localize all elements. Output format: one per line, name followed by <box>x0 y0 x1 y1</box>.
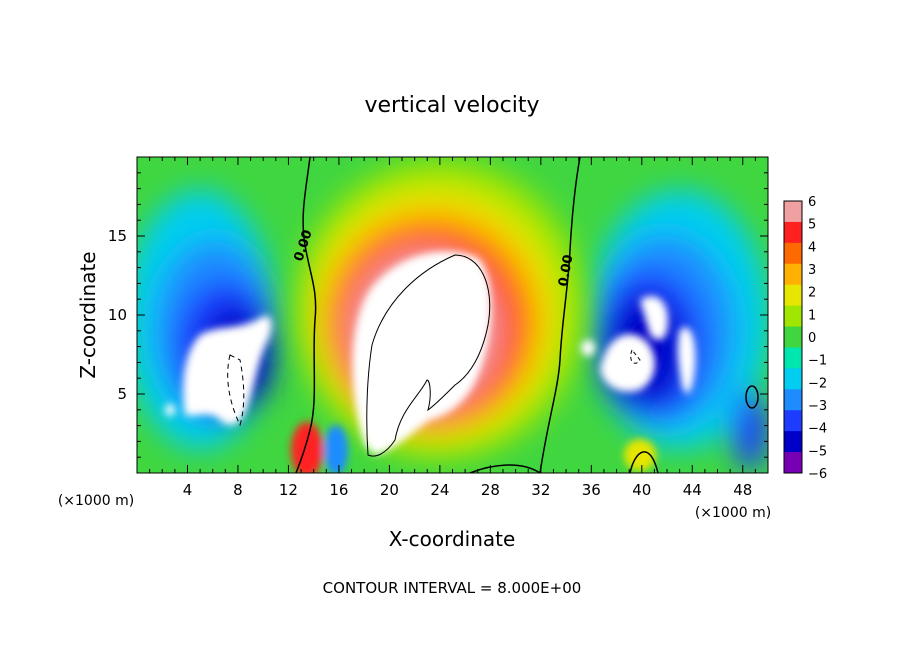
x-tick-label: 32 <box>531 481 550 499</box>
colorbar-tick-label: −3 <box>808 399 827 414</box>
colorbar-tick-label: 3 <box>808 263 816 278</box>
colorbar-swatch <box>784 368 802 390</box>
y-tick-label: 15 <box>108 227 127 245</box>
colorbar-swatch <box>784 201 802 223</box>
colorbar-tick-label: −4 <box>808 422 827 437</box>
colorbar-tick-label: 0 <box>808 331 816 346</box>
colorbar-swatch <box>784 347 802 369</box>
colorbar-tick-label: 4 <box>808 240 816 255</box>
x-unit-label-left: (×1000 m) <box>58 493 134 509</box>
colorbar-tick-label: −6 <box>808 467 827 482</box>
x-tick-label: 4 <box>183 481 193 499</box>
y-axis-label: Z-coordinate <box>76 251 100 378</box>
zero-contour-left <box>295 157 317 473</box>
negative-contour-right <box>630 349 641 364</box>
colorbar-swatch <box>784 326 802 348</box>
colorbar-swatch <box>784 242 802 265</box>
colorbar-tick-label: 2 <box>808 286 816 301</box>
colorbar-swatch <box>784 284 802 307</box>
x-tick-label: 12 <box>279 481 298 499</box>
heatmap-field: 0.00 0.00 <box>137 157 768 473</box>
colorbar-tick-label: 5 <box>808 218 816 233</box>
x-tick-label: 36 <box>582 481 601 499</box>
colorbar-swatch <box>784 452 802 474</box>
y-tick-label: 10 <box>108 306 127 324</box>
x-tick-label: 44 <box>683 481 702 499</box>
bottom-contour-center <box>469 464 541 473</box>
colorbar-swatch <box>784 410 802 432</box>
contour-lines <box>227 157 759 473</box>
negative-contour-left <box>227 354 245 427</box>
x-unit-label-right: (×1000 m) <box>695 505 771 521</box>
colorbar-tick-label: 1 <box>808 308 816 323</box>
contour-label-right: 0.00 <box>556 253 576 287</box>
low-level-features <box>291 422 656 473</box>
y-tick-label: 5 <box>117 385 127 403</box>
saturated-regions <box>165 251 696 455</box>
zero-contour-right <box>539 157 581 473</box>
x-tick-label: 16 <box>329 481 348 499</box>
x-tick-label: 40 <box>632 481 651 499</box>
colorbar: 6 5 4 3 2 1 0 −1 −2 −3 −4 −5 −6 <box>783 195 827 482</box>
colorbar-swatch <box>784 305 802 328</box>
colorbar-swatch <box>784 263 802 286</box>
colorbar-swatch <box>784 389 802 411</box>
colorbar-swatch <box>784 431 802 453</box>
y-axis: 5 10 15 <box>108 172 768 458</box>
x-tick-label: 24 <box>430 481 449 499</box>
x-axis-label: X-coordinate <box>389 527 516 551</box>
colorbar-tick-label: −2 <box>808 376 827 391</box>
x-tick-label: 48 <box>733 481 752 499</box>
x-axis: 4 8 12 16 20 24 28 32 36 40 44 48 <box>149 157 756 499</box>
x-tick-label: 28 <box>481 481 500 499</box>
colorbar-tick-label: 6 <box>808 195 816 210</box>
bottom-contour-right <box>629 451 659 473</box>
x-tick-label: 20 <box>380 481 399 499</box>
x-tick-label: 8 <box>233 481 243 499</box>
chart-title: vertical velocity <box>364 93 539 118</box>
colorbar-swatch <box>784 221 802 244</box>
contour-interval-footer: CONTOUR INTERVAL = 8.000E+00 <box>323 579 582 597</box>
ring-contour-right <box>745 385 759 409</box>
colorbar-frame <box>783 200 803 474</box>
inner-updraft-contour <box>366 254 491 457</box>
colorbar-tick-label: −5 <box>808 444 827 459</box>
colorbar-tick-label: −1 <box>808 354 827 369</box>
